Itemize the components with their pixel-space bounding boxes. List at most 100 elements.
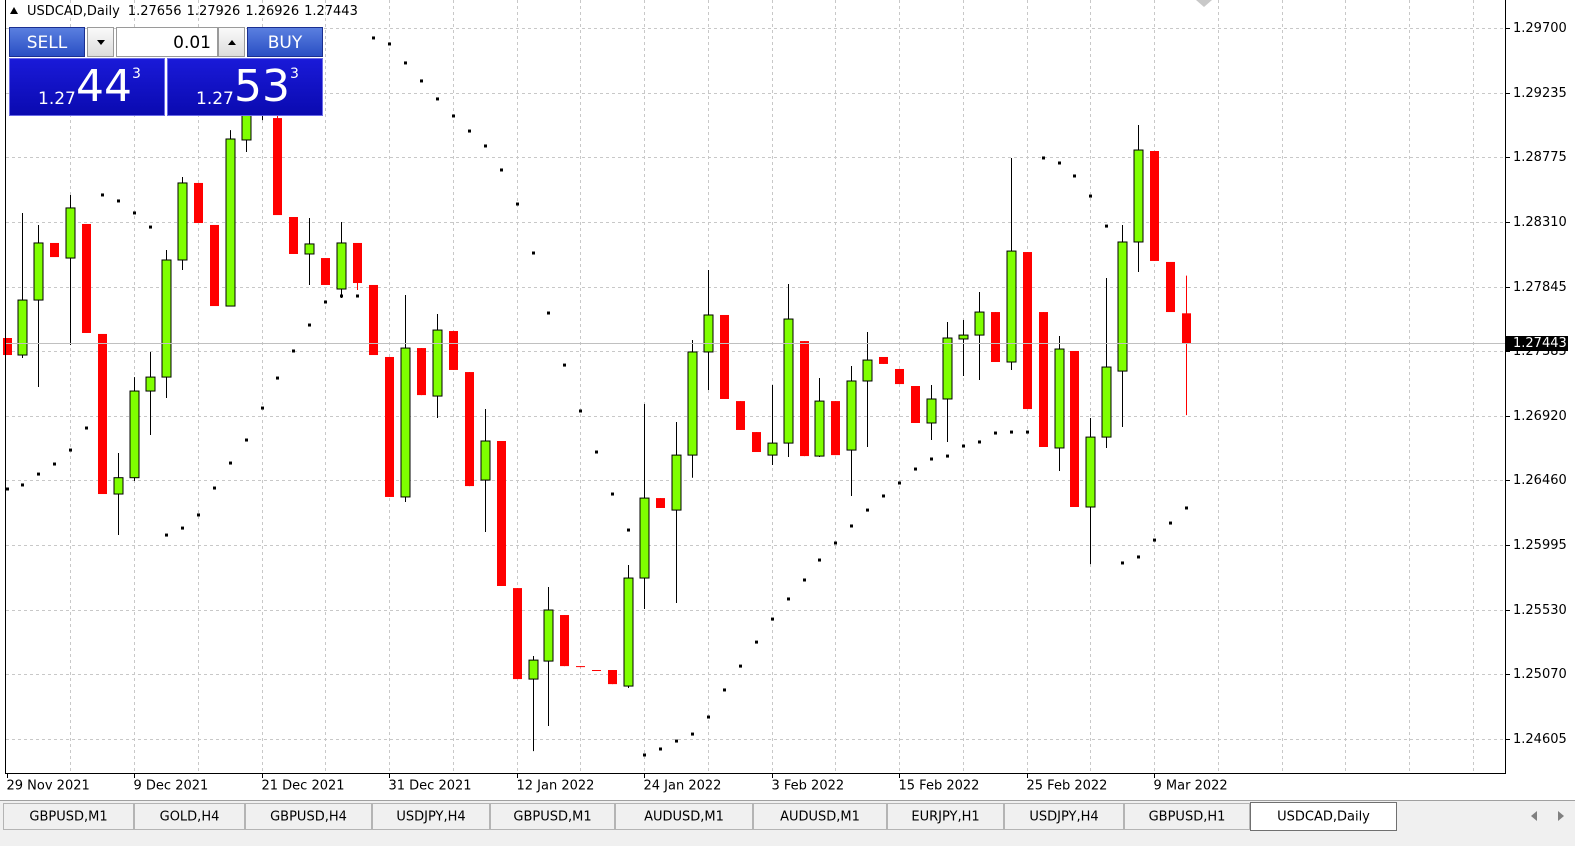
sar-dot: [1185, 506, 1188, 510]
bid-big: 44: [76, 61, 132, 112]
candle-body-up: [129, 390, 140, 479]
candle-body-up: [17, 299, 28, 356]
tab-label[interactable]: GBPUSD,M1: [29, 810, 107, 825]
tab-active[interactable]: [1250, 802, 1397, 831]
candle-body-up: [942, 337, 953, 400]
tab-label[interactable]: EURJPY,H1: [911, 810, 979, 825]
lot-input[interactable]: 0.01: [116, 27, 218, 57]
y-tick-label: 1.24605: [1513, 732, 1567, 747]
sell-button[interactable]: SELL: [9, 27, 85, 57]
header-open: 1.27656: [128, 4, 182, 19]
tab-label[interactable]: USDCAD,Daily: [1277, 810, 1370, 825]
bid-quote[interactable]: 1.27 44 3: [9, 58, 165, 116]
candle-body-down: [3, 338, 12, 356]
tab-label[interactable]: AUDUSD,M1: [780, 810, 860, 825]
sar-dot: [213, 486, 216, 490]
candle-body-down: [210, 224, 219, 307]
tab-label[interactable]: USDJPY,H4: [396, 810, 465, 825]
sar-dot: [1058, 161, 1061, 165]
candle-body-up: [400, 347, 411, 498]
tab[interactable]: [887, 803, 1004, 830]
candle-body-up: [671, 454, 682, 511]
sar-dot: [1089, 194, 1092, 198]
tab[interactable]: [3, 803, 134, 830]
tab-label[interactable]: AUDUSD,M1: [644, 810, 724, 825]
header-low: 1.26926: [245, 4, 299, 19]
tab[interactable]: [615, 803, 753, 830]
candle-body-down: [289, 217, 298, 254]
candle-body-down: [273, 118, 282, 216]
sar-dot: [818, 558, 821, 562]
sar-dot: [755, 640, 758, 644]
buy-button[interactable]: BUY: [247, 27, 323, 57]
candle-body-down: [752, 432, 761, 453]
candle-body-up: [926, 398, 937, 424]
sar-dot: [229, 461, 232, 465]
sar-dot: [356, 294, 359, 298]
tab[interactable]: [1004, 803, 1124, 830]
candle-body-up: [1085, 436, 1096, 508]
sar-dot: [149, 225, 152, 229]
lot-down[interactable]: [87, 27, 114, 57]
tab-label[interactable]: GBPUSD,H4: [270, 810, 347, 825]
sar-dot: [611, 492, 614, 496]
sar-dot: [468, 129, 471, 133]
y-tick-label: 1.25995: [1513, 538, 1567, 553]
candle-body-down: [879, 356, 888, 364]
tab-label[interactable]: GBPUSD,M1: [513, 810, 591, 825]
y-tick-label: 1.26920: [1513, 409, 1567, 424]
sar-dot: [771, 617, 774, 621]
sar-dot: [850, 524, 853, 528]
sar-dot: [53, 462, 56, 466]
sar-dot: [1169, 521, 1172, 525]
scroll-marker: [1196, 0, 1212, 7]
lot-up[interactable]: [218, 27, 245, 57]
candle-body-down: [369, 284, 378, 356]
sar-dot: [372, 36, 375, 40]
plot: [3, 36, 1505, 757]
tab[interactable]: [134, 803, 245, 830]
sar-dot: [930, 457, 933, 461]
tab[interactable]: [753, 803, 887, 830]
sar-dot: [500, 168, 503, 172]
sar-dot: [21, 483, 24, 487]
tab[interactable]: [372, 803, 490, 830]
tab[interactable]: [245, 803, 372, 830]
y-tick-label: 1.27845: [1513, 280, 1567, 295]
candle-body-up: [480, 440, 491, 481]
sar-dot: [133, 211, 136, 215]
tab-label[interactable]: GOLD,H4: [160, 810, 220, 825]
candle-body-down: [831, 401, 840, 456]
tab-label[interactable]: USDJPY,H4: [1029, 810, 1098, 825]
candle-body-up: [65, 207, 76, 259]
ask-quote[interactable]: 1.27 53 3: [167, 58, 323, 116]
candle-body-up: [304, 243, 315, 255]
candle-body-down: [1182, 313, 1191, 344]
tab[interactable]: [490, 803, 615, 830]
sar-dot: [595, 450, 598, 454]
x-tick-label: 31 Dec 2021: [389, 779, 472, 794]
tab-label[interactable]: GBPUSD,H1: [1149, 810, 1226, 825]
scroll-right[interactable]: [1558, 811, 1564, 821]
bid-prefix: 1.27: [38, 89, 76, 109]
ask-big: 53: [234, 61, 290, 112]
candle-body-up: [225, 138, 236, 307]
header-high: 1.27926: [187, 4, 241, 19]
candle-body-up: [161, 259, 172, 378]
sar-dot: [165, 533, 168, 537]
tab[interactable]: [1124, 803, 1250, 830]
candle-body-up: [1101, 366, 1112, 438]
sar-dot: [978, 440, 981, 444]
candle-body-down: [895, 368, 904, 385]
scroll-left[interactable]: [1531, 811, 1537, 821]
sar-dot: [898, 481, 901, 485]
candle-body-down: [194, 182, 203, 224]
x-tick-label: 12 Jan 2022: [517, 779, 595, 794]
candle-body-up: [783, 318, 794, 444]
candle-body-up: [687, 351, 698, 456]
candle-body-down: [592, 670, 601, 672]
sar-dot: [532, 251, 535, 255]
candle-body-down: [576, 666, 585, 668]
sar-dot: [803, 578, 806, 582]
